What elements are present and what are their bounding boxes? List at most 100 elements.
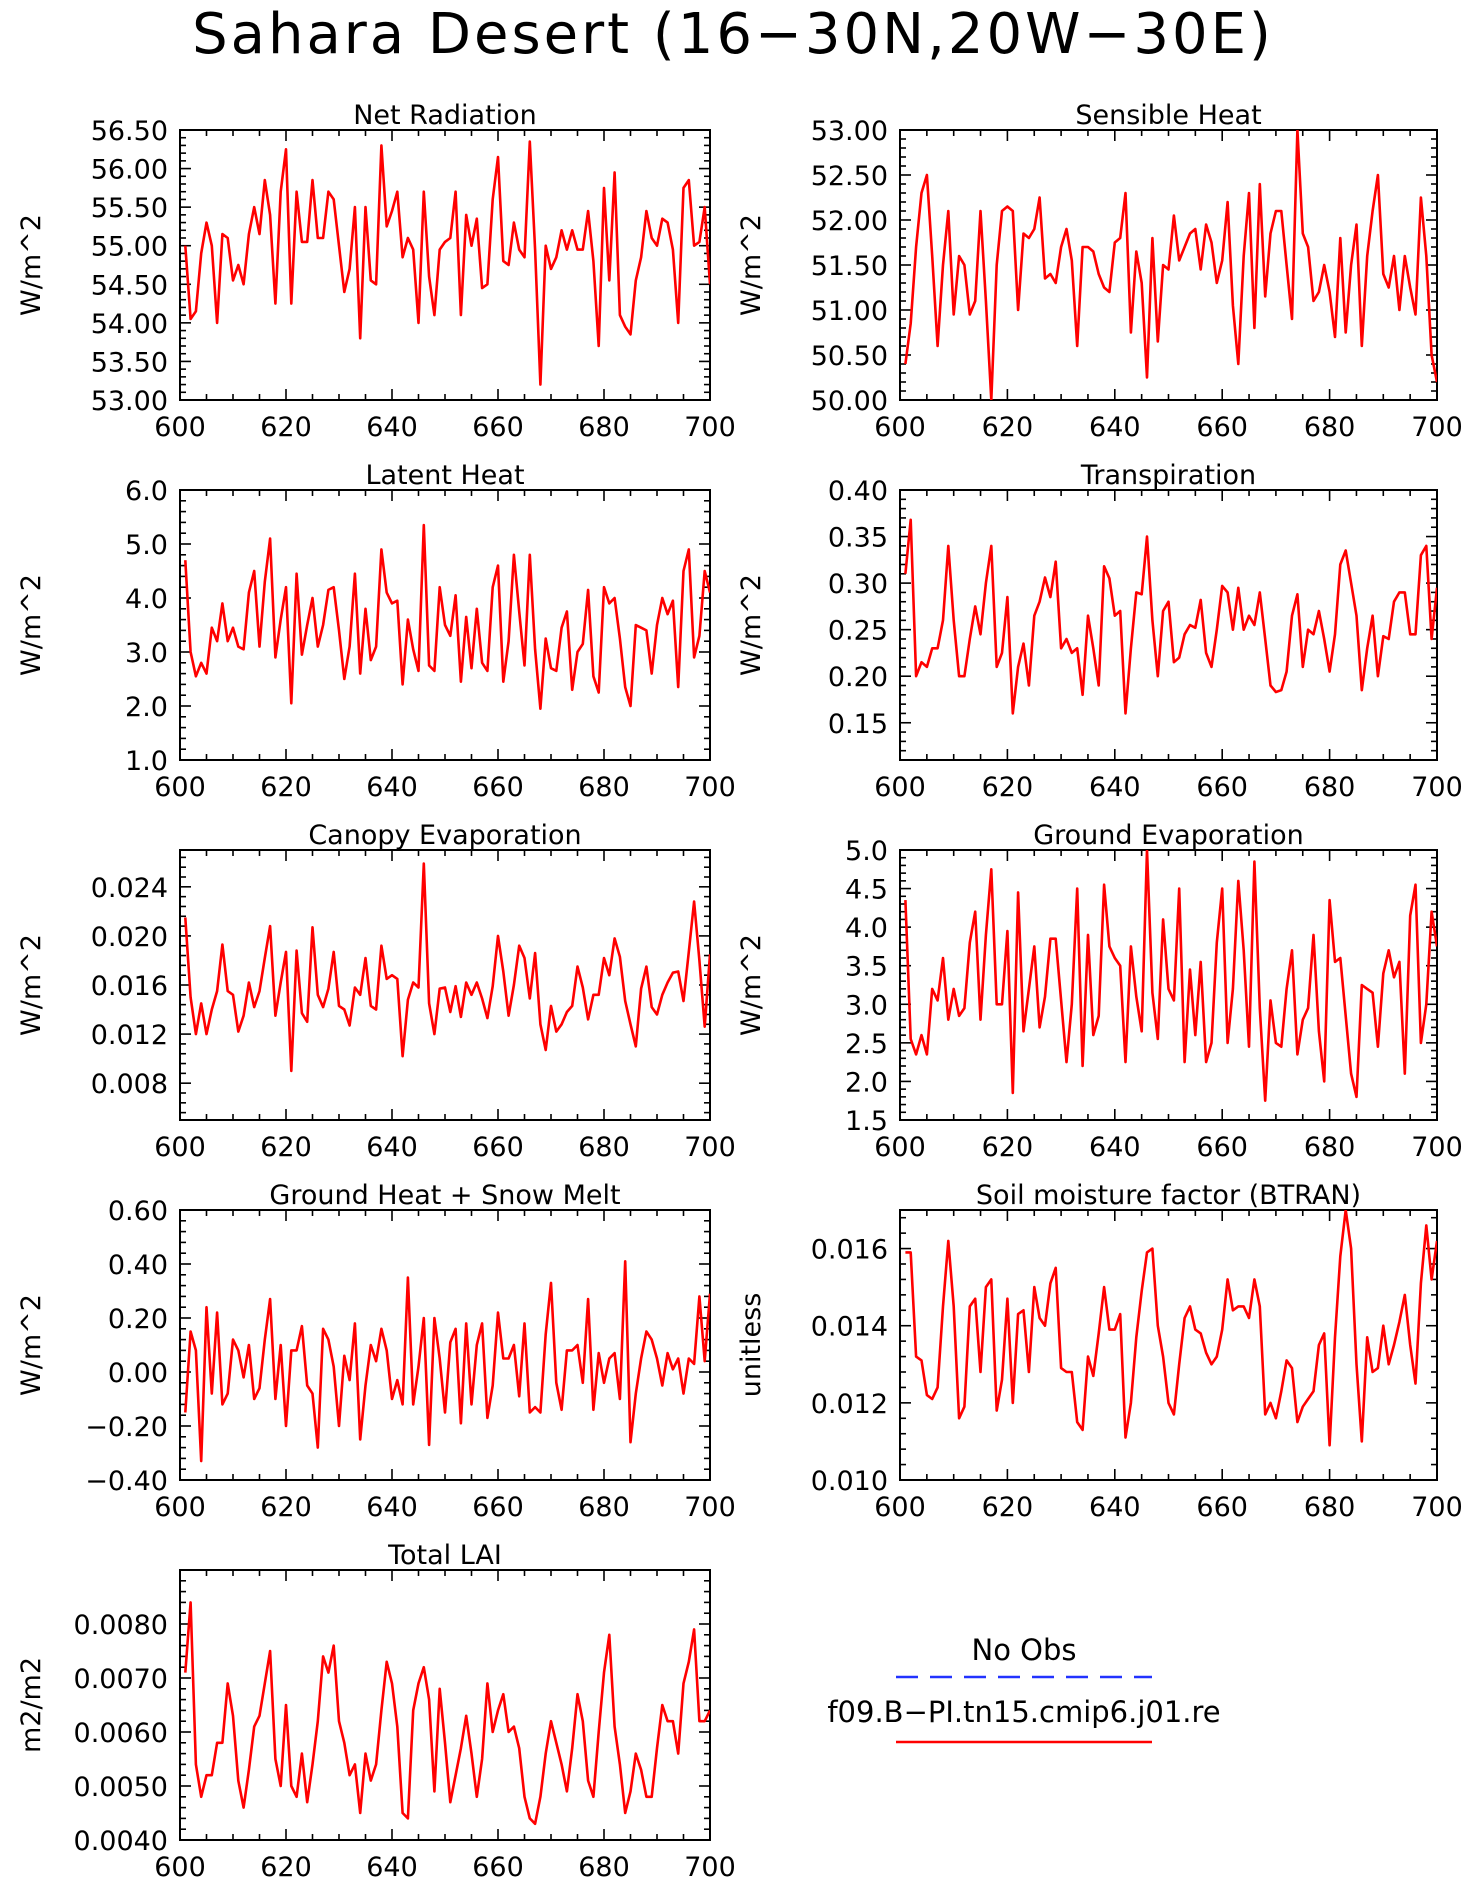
y-tick-label: 5.0 xyxy=(125,530,168,561)
y-tick-label: 6.0 xyxy=(125,476,168,507)
figure-title: Sahara Desert (16−30N,20W−30E) xyxy=(192,2,1274,67)
x-tick-label: 620 xyxy=(260,412,312,443)
y-tick-label: 5.0 xyxy=(845,836,888,867)
panel-1: Net Radiation W/m^2 600 620 640 660 680 700 53.0… xyxy=(16,100,736,443)
legend-model-label: f09.B−PI.tn15.cmip6.j01.re xyxy=(827,1695,1220,1729)
x-tick-label: 640 xyxy=(366,412,418,443)
x-tick-label: 600 xyxy=(154,772,206,803)
y-tick-label: 0.40 xyxy=(108,1250,168,1281)
panel-title: Transpiration xyxy=(1080,460,1256,491)
x-tick-label: 700 xyxy=(684,1852,736,1883)
y-tick-label: 0.016 xyxy=(811,1235,888,1266)
y-tick-label: 1.0 xyxy=(125,746,168,777)
y-tick-label: 0.40 xyxy=(828,476,888,507)
y-tick-label: 50.50 xyxy=(811,341,888,372)
x-tick-label: 600 xyxy=(874,1132,926,1163)
x-tick-label: 620 xyxy=(982,412,1034,443)
y-tick-label: 55.00 xyxy=(91,232,168,263)
x-tick-label: 660 xyxy=(472,1492,524,1523)
x-tick-label: 680 xyxy=(1304,412,1356,443)
y-tick-label: 56.50 xyxy=(91,116,168,147)
x-tick-label: 680 xyxy=(578,412,630,443)
x-tick-label: 680 xyxy=(1304,1132,1356,1163)
y-tick-label: 0.25 xyxy=(828,616,888,647)
x-tick-label: 660 xyxy=(472,1132,524,1163)
x-tick-label: 700 xyxy=(684,772,736,803)
y-axis-label: W/m^2 xyxy=(16,574,47,676)
y-tick-label: 0.0080 xyxy=(74,1610,168,1641)
x-tick-label: 660 xyxy=(472,1852,524,1883)
y-tick-label: 55.50 xyxy=(91,193,168,224)
series-line xyxy=(184,1601,710,1826)
y-tick-label: 52.50 xyxy=(811,161,888,192)
series-line xyxy=(904,518,1437,715)
x-tick-label: 680 xyxy=(578,1852,630,1883)
x-tick-label: 660 xyxy=(1196,1132,1248,1163)
y-tick-label: 0.016 xyxy=(91,971,168,1002)
y-axis-label: W/m^2 xyxy=(16,214,47,316)
panel-3: Latent Heat W/m^2 600 620 640 660 680 700 1.0 2.0… xyxy=(16,460,736,803)
y-tick-label: 51.50 xyxy=(811,251,888,282)
y-axis-label: W/m^2 xyxy=(736,214,767,316)
x-tick-label: 620 xyxy=(982,1132,1034,1163)
x-tick-label: 600 xyxy=(154,1132,206,1163)
y-tick-label: 0.024 xyxy=(91,873,168,904)
y-tick-label: 2.0 xyxy=(845,1067,888,1098)
y-tick-label: 0.0070 xyxy=(74,1664,168,1695)
y-tick-label: 3.0 xyxy=(125,638,168,669)
x-tick-label: 680 xyxy=(578,1492,630,1523)
x-tick-label: 660 xyxy=(1196,772,1248,803)
panel-7: Ground Heat + Snow Melt W/m^2 600 620 640 660… xyxy=(16,1180,736,1523)
y-tick-label: 54.50 xyxy=(91,270,168,301)
plot-frame xyxy=(179,129,711,401)
y-axis-label: W/m^2 xyxy=(736,934,767,1036)
series-line xyxy=(184,1260,710,1463)
panel-4: Transpiration W/m^2 600 620 640 660 680 700 0.15… xyxy=(736,460,1463,803)
y-axis-label: W/m^2 xyxy=(16,934,47,1036)
panel-5: Canopy Evaporation W/m^2 600 620 640 660 680 70… xyxy=(16,820,736,1163)
x-tick-label: 620 xyxy=(260,1132,312,1163)
x-tick-label: 600 xyxy=(874,1492,926,1523)
y-tick-label: 0.020 xyxy=(91,922,168,953)
x-tick-label: 640 xyxy=(366,1492,418,1523)
series-line xyxy=(184,862,710,1073)
panel-title: Ground Heat + Snow Melt xyxy=(269,1180,620,1211)
y-tick-label: 0.00 xyxy=(108,1358,168,1389)
y-tick-label: 53.00 xyxy=(811,116,888,147)
y-tick-label: 0.15 xyxy=(828,709,888,740)
x-tick-label: 620 xyxy=(982,772,1034,803)
panel-title: Net Radiation xyxy=(353,100,537,131)
legend-obs-label: No Obs xyxy=(972,1633,1077,1667)
y-tick-label: 51.00 xyxy=(811,296,888,327)
series-line xyxy=(904,130,1437,400)
x-tick-label: 680 xyxy=(1304,772,1356,803)
y-tick-label: 4.0 xyxy=(845,913,888,944)
y-tick-label: 2.0 xyxy=(125,692,168,723)
x-tick-label: 680 xyxy=(578,1132,630,1163)
x-tick-label: 620 xyxy=(260,1492,312,1523)
panel-title: Ground Evaporation xyxy=(1033,820,1304,851)
y-tick-label: 2.5 xyxy=(845,1029,888,1060)
y-tick-label: 0.0060 xyxy=(74,1718,168,1749)
series-line xyxy=(904,850,1437,1102)
x-tick-label: 640 xyxy=(366,1852,418,1883)
x-tick-label: 700 xyxy=(1411,1132,1463,1163)
x-tick-label: 600 xyxy=(154,412,206,443)
x-tick-label: 700 xyxy=(1411,772,1463,803)
x-tick-label: 660 xyxy=(472,412,524,443)
y-tick-label: 0.35 xyxy=(828,523,888,554)
plot-frame xyxy=(179,1569,711,1841)
y-tick-label: 53.50 xyxy=(91,347,168,378)
x-tick-label: 660 xyxy=(1196,412,1248,443)
y-tick-label: 0.0040 xyxy=(74,1826,168,1857)
legend: No Obs f09.B−PI.tn15.cmip6.j01.re xyxy=(827,1633,1221,1744)
x-tick-label: 640 xyxy=(1089,772,1141,803)
y-axis-label: W/m^2 xyxy=(736,574,767,676)
y-tick-label: 0.30 xyxy=(828,569,888,600)
x-tick-label: 700 xyxy=(1411,412,1463,443)
panel-title: Latent Heat xyxy=(365,460,524,491)
x-tick-label: 640 xyxy=(1089,1492,1141,1523)
y-tick-label: 52.00 xyxy=(811,206,888,237)
y-tick-label: 53.00 xyxy=(91,386,168,417)
